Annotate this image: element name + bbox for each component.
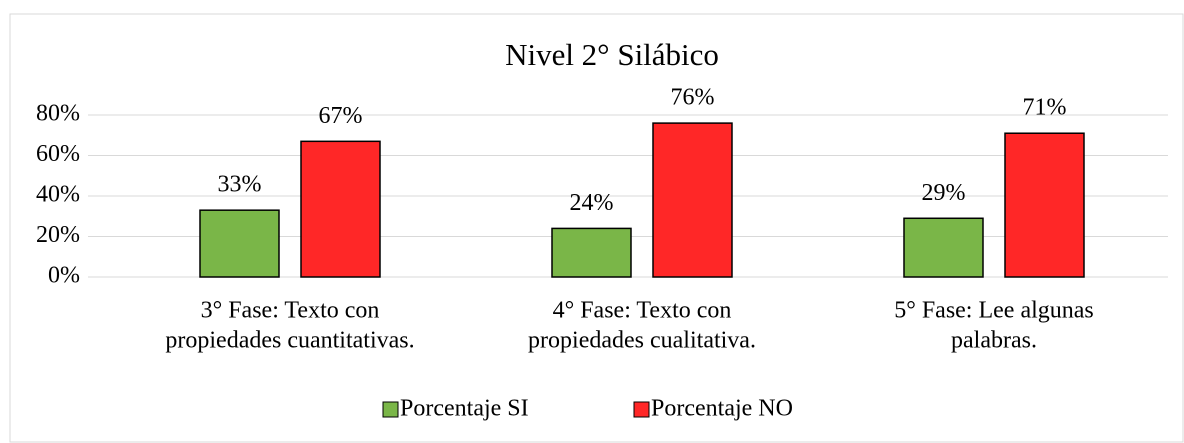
x-tick-label: palabras. <box>951 328 1037 354</box>
bar <box>903 217 984 278</box>
bar <box>551 227 632 278</box>
y-tick-label: 20% <box>36 222 80 248</box>
legend-label: Porcentaje SI <box>400 396 529 422</box>
legend-swatch <box>633 401 650 418</box>
x-tick-label: 3° Fase: Texto con <box>201 298 380 324</box>
bar <box>199 209 280 278</box>
legend-swatch <box>382 401 399 418</box>
x-tick-label: propiedades cuantitativas. <box>165 328 414 354</box>
bar <box>300 140 381 278</box>
chart-title: Nivel 2° Silábico <box>505 37 719 72</box>
x-tick-label: propiedades cualitativa. <box>528 328 756 354</box>
value-label: 76% <box>671 85 715 111</box>
x-tick-label: 5° Fase: Lee algunas <box>894 298 1094 324</box>
bar <box>652 122 733 278</box>
value-label: 24% <box>570 190 614 216</box>
value-label: 29% <box>922 180 966 206</box>
value-label: 71% <box>1023 95 1067 121</box>
bar <box>1004 132 1085 278</box>
value-label: 67% <box>319 103 363 129</box>
y-tick-label: 0% <box>48 263 80 289</box>
y-tick-label: 40% <box>36 182 80 208</box>
y-tick-label: 80% <box>36 101 80 127</box>
legend-label: Porcentaje NO <box>651 396 793 422</box>
value-label: 33% <box>218 172 262 198</box>
x-tick-label: 4° Fase: Texto con <box>553 298 732 324</box>
y-tick-label: 60% <box>36 141 80 167</box>
